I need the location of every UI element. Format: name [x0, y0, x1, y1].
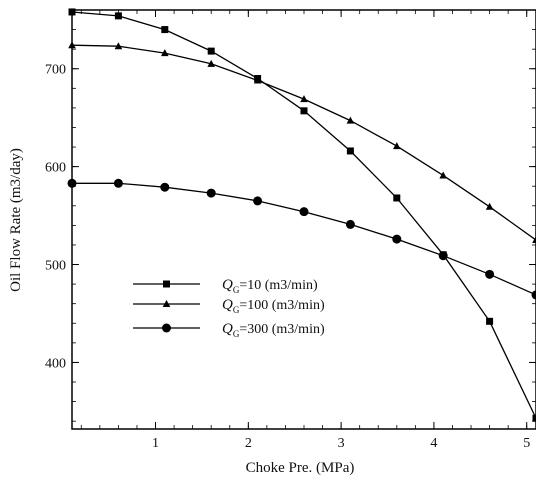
x-tick-label: 4	[430, 436, 437, 451]
legend-label: QG=300 (m3/min)	[222, 321, 325, 339]
legend-item: QG=10 (m3/min)	[133, 277, 318, 295]
x-tick-label: 2	[245, 436, 252, 451]
y-tick-label: 600	[45, 161, 66, 176]
data-point-circle	[346, 220, 355, 229]
legend-rest: =100 (m3/min)	[239, 298, 325, 313]
data-point-circle	[160, 183, 169, 192]
legend-marker-square	[163, 281, 170, 288]
legend-label: QG=10 (m3/min)	[222, 277, 318, 295]
legend-marker-circle	[162, 324, 171, 333]
data-point-square	[208, 48, 215, 55]
x-tick-label: 3	[338, 436, 345, 451]
y-tick-label: 700	[45, 63, 66, 78]
legend: QG=10 (m3/min) QG=100 (m3/min) QG=300 (m3/…	[133, 277, 325, 339]
legend-label: QG=100 (m3/min)	[222, 297, 325, 315]
legend-symbol: Q	[222, 321, 233, 337]
data-point-circle	[300, 207, 309, 216]
legend-item: QG=300 (m3/min)	[133, 321, 325, 339]
legend-item: QG=100 (m3/min)	[133, 297, 325, 315]
data-point-circle	[485, 270, 494, 279]
data-point-circle	[114, 179, 123, 188]
data-point-square	[347, 147, 354, 154]
data-point-square	[393, 194, 400, 201]
plot-frame	[72, 10, 536, 429]
y-tick-label: 400	[45, 356, 66, 371]
legend-rest: =10 (m3/min)	[239, 278, 318, 293]
data-point-circle	[439, 251, 448, 260]
data-point-square	[533, 415, 536, 422]
series-layer	[68, 8, 536, 421]
data-point-square	[161, 26, 168, 33]
data-point-square	[486, 318, 493, 325]
x-tick-label: 5	[523, 436, 530, 451]
data-point-triangle	[486, 203, 494, 210]
legend-symbol: Q	[222, 297, 233, 313]
x-tick-label: 1	[152, 436, 159, 451]
data-point-triangle	[393, 142, 401, 149]
data-point-circle	[253, 196, 262, 205]
data-point-circle	[392, 235, 401, 244]
data-point-circle	[68, 179, 77, 188]
legend-rest: =300 (m3/min)	[239, 322, 325, 337]
y-axis-title: Oil Flow Rate (m3/day)	[8, 148, 24, 292]
legend-symbol: Q	[222, 277, 233, 293]
y-axis-ticks: 400 500 600 700	[45, 10, 536, 421]
data-point-circle	[532, 290, 536, 299]
data-point-circle	[207, 189, 216, 198]
data-point-triangle	[347, 117, 355, 124]
data-point-square	[69, 8, 76, 15]
data-point-triangle	[439, 171, 447, 178]
y-tick-label: 500	[45, 259, 66, 274]
x-axis-ticks: 1 2 3 4 5	[81, 10, 530, 451]
x-axis-title: Choke Pre. (MPa)	[246, 460, 355, 476]
data-point-square	[301, 107, 308, 114]
data-point-square	[115, 12, 122, 19]
